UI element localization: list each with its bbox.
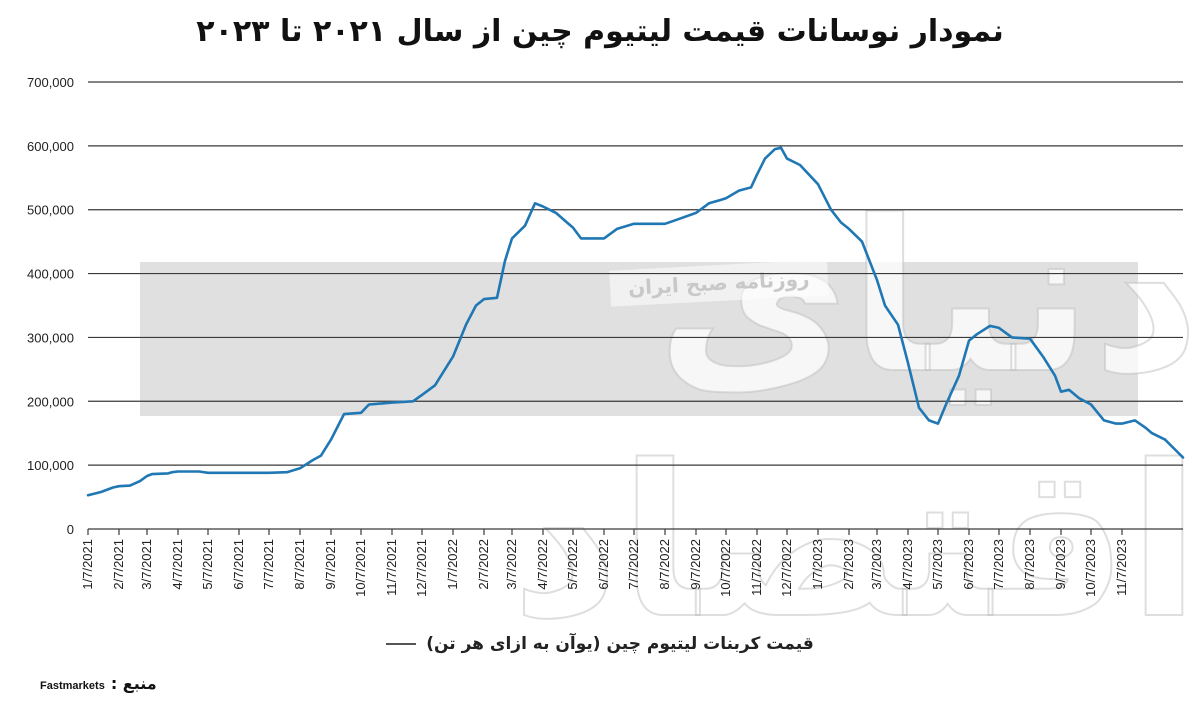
x-tick-label: 9/7/2022 xyxy=(688,539,703,590)
x-tick-label: 7/7/2021 xyxy=(261,539,276,590)
legend-swatch xyxy=(386,643,417,645)
y-tick-label: 500,000 xyxy=(27,203,74,218)
x-tick-label: 11/7/2021 xyxy=(384,539,399,596)
x-tick-label: 7/7/2023 xyxy=(991,539,1006,590)
y-tick-label: 100,000 xyxy=(27,458,74,473)
line-chart: 0 100,000 200,000 300,000 400,000 500,000 600,… xyxy=(27,75,1185,597)
x-tick-label: 5/7/2023 xyxy=(930,539,945,590)
series-layer xyxy=(86,146,1185,497)
source-label: منبع : xyxy=(110,674,157,693)
x-tick-label: 9/7/2023 xyxy=(1053,539,1068,590)
x-tick-label: 4/7/2021 xyxy=(170,539,185,590)
x-tick-label: 12/7/2022 xyxy=(779,539,794,597)
chart-title: نمودار نوسانات قیمت لیتیوم چین از سال ۲۰… xyxy=(196,14,1004,49)
x-tick-label: 2/7/2022 xyxy=(476,539,491,590)
y-tick-label: 300,000 xyxy=(27,330,74,345)
source-credit: منبع : Fastmarkets xyxy=(40,674,157,693)
y-tick-label: 200,000 xyxy=(27,394,74,409)
x-tick-label: 10/7/2022 xyxy=(718,539,733,597)
x-tick-label: 5/7/2021 xyxy=(200,539,215,590)
x-axis-ticks: 1/7/2021 2/7/2021 3/7/2021 4/7/2021 5/7/2021… xyxy=(80,529,1129,597)
legend-label: قیمت کربنات لیتیوم چین (یوآن به ازای هر … xyxy=(426,634,814,654)
y-tick-label: 0 xyxy=(67,522,74,537)
x-tick-label: 3/7/2021 xyxy=(139,539,154,590)
x-tick-label: 1/7/2023 xyxy=(810,539,825,590)
x-tick-label: 8/7/2021 xyxy=(292,539,307,590)
x-tick-label: 6/7/2021 xyxy=(231,539,246,590)
x-tick-label: 6/7/2022 xyxy=(596,539,611,590)
x-tick-label: 8/7/2023 xyxy=(1022,539,1037,590)
y-tick-label: 400,000 xyxy=(27,267,74,282)
x-tick-label: 2/7/2023 xyxy=(841,539,856,590)
x-tick-label: 10/7/2023 xyxy=(1083,539,1098,597)
x-tick-label: 2/7/2021 xyxy=(111,539,126,590)
x-tick-label: 8/7/2022 xyxy=(657,539,672,590)
source-value: Fastmarkets xyxy=(40,680,105,692)
y-axis-ticks: 0 100,000 200,000 300,000 400,000 500,000 600,… xyxy=(27,75,74,537)
x-tick-label: 1/7/2022 xyxy=(445,539,460,590)
x-tick-label: 3/7/2023 xyxy=(869,539,884,590)
y-tick-label: 700,000 xyxy=(27,75,74,90)
legend: قیمت کربنات لیتیوم چین (یوآن به ازای هر … xyxy=(300,634,900,654)
grid-lines xyxy=(88,81,1183,530)
series-line-lithium-carbonate-price xyxy=(86,146,1185,497)
x-tick-label: 4/7/2023 xyxy=(900,539,915,590)
watermark-logo: دنیای اقتصاد xyxy=(510,174,1200,666)
x-tick-label: 6/7/2023 xyxy=(961,539,976,590)
x-tick-label: 4/7/2022 xyxy=(535,539,550,590)
x-tick-label: 12/7/2021 xyxy=(414,539,429,597)
x-tick-label: 3/7/2022 xyxy=(504,539,519,590)
x-tick-label: 10/7/2021 xyxy=(353,539,368,597)
x-tick-label: 11/7/2022 xyxy=(749,539,764,596)
y-tick-label: 600,000 xyxy=(27,139,74,154)
x-tick-label: 5/7/2022 xyxy=(565,539,580,590)
x-tick-label: 9/7/2021 xyxy=(323,539,338,590)
x-tick-label: 7/7/2022 xyxy=(626,539,641,590)
x-tick-label: 11/7/2023 xyxy=(1114,539,1129,596)
x-tick-label: 1/7/2021 xyxy=(80,539,95,590)
